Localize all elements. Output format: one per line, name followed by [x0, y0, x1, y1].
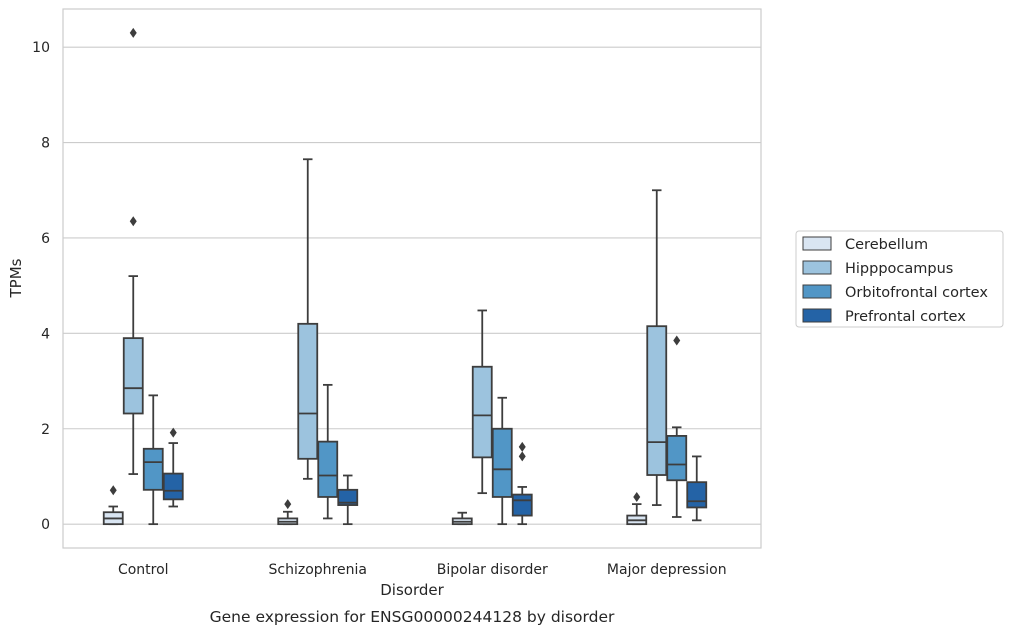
outlier-point	[518, 441, 526, 452]
outlier-point	[109, 485, 117, 496]
box-hipppocampus	[646, 189, 668, 506]
box-iqr	[142, 447, 164, 491]
outlier-point	[129, 27, 137, 38]
plot-area-border	[62, 8, 762, 549]
legend: Cerebellum Hipppocampus Orbitofrontal cort…	[795, 230, 1004, 328]
x-axis-title: Disorder	[380, 581, 444, 599]
box-iqr	[511, 493, 533, 517]
outlier-point	[673, 335, 681, 346]
figure-caption: Gene expression for ENSG00000244128 by d…	[210, 608, 615, 626]
box-iqr	[686, 481, 708, 509]
box-iqr	[162, 472, 184, 501]
outlier-point	[129, 216, 137, 227]
box-iqr	[317, 440, 339, 498]
y-tick-label: 10	[32, 40, 50, 56]
box-iqr	[337, 488, 359, 506]
box-prefrontal-cortex	[686, 455, 708, 522]
legend-label: Prefrontal cortex	[845, 309, 966, 325]
box-cerebellum	[626, 491, 648, 526]
y-axis-title: TPMs	[7, 258, 25, 298]
box-prefrontal-cortex	[511, 441, 533, 526]
box-cerebellum	[277, 499, 299, 526]
box-orbitofrontal-cortex	[142, 394, 164, 526]
legend-swatch	[802, 236, 832, 251]
box-orbitofrontal-cortex	[317, 383, 339, 520]
outlier-point	[518, 451, 526, 462]
y-axis-ticks: 0 2 4 6 8 10	[32, 40, 50, 533]
legend-label: Cerebellum	[845, 237, 928, 253]
legend-frame	[795, 230, 1004, 328]
x-tick-label: Bipolar disorder	[437, 562, 548, 578]
box-iqr	[297, 322, 319, 460]
legend-label: Hipppocampus	[845, 261, 953, 277]
legend-label: Orbitofrontal cortex	[845, 285, 988, 301]
box-hipppocampus	[471, 309, 493, 495]
box-iqr	[491, 427, 513, 498]
legend-swatch	[802, 308, 832, 323]
legend-swatch	[802, 260, 832, 275]
box-iqr	[666, 435, 688, 482]
outlier-point	[169, 427, 177, 438]
x-tick-label: Schizophrenia	[269, 562, 367, 578]
outlier-point	[284, 499, 292, 510]
box-cerebellum	[102, 485, 124, 526]
x-axis-ticks: Control Schizophrenia Bipolar disorder Majo…	[118, 562, 727, 578]
box-prefrontal-cortex	[337, 474, 359, 526]
y-tick-label: 0	[41, 517, 50, 533]
box-hipppocampus	[122, 27, 144, 475]
box-orbitofrontal-cortex	[491, 396, 513, 526]
box-prefrontal-cortex	[162, 427, 184, 508]
y-tick-label: 6	[41, 231, 50, 247]
box-iqr	[122, 337, 144, 415]
box-orbitofrontal-cortex	[666, 335, 688, 518]
box-series-layer	[102, 27, 708, 526]
box-iqr	[471, 365, 493, 459]
x-tick-label: Major depression	[607, 562, 727, 578]
y-tick-label: 8	[41, 136, 50, 152]
legend-swatch	[802, 284, 832, 299]
x-tick-label: Control	[118, 562, 169, 578]
box-hipppocampus	[297, 158, 319, 480]
outlier-point	[633, 491, 641, 502]
y-tick-label: 4	[41, 326, 50, 342]
y-tick-label: 2	[41, 422, 50, 438]
box-iqr	[646, 325, 668, 476]
box-cerebellum	[451, 511, 473, 526]
